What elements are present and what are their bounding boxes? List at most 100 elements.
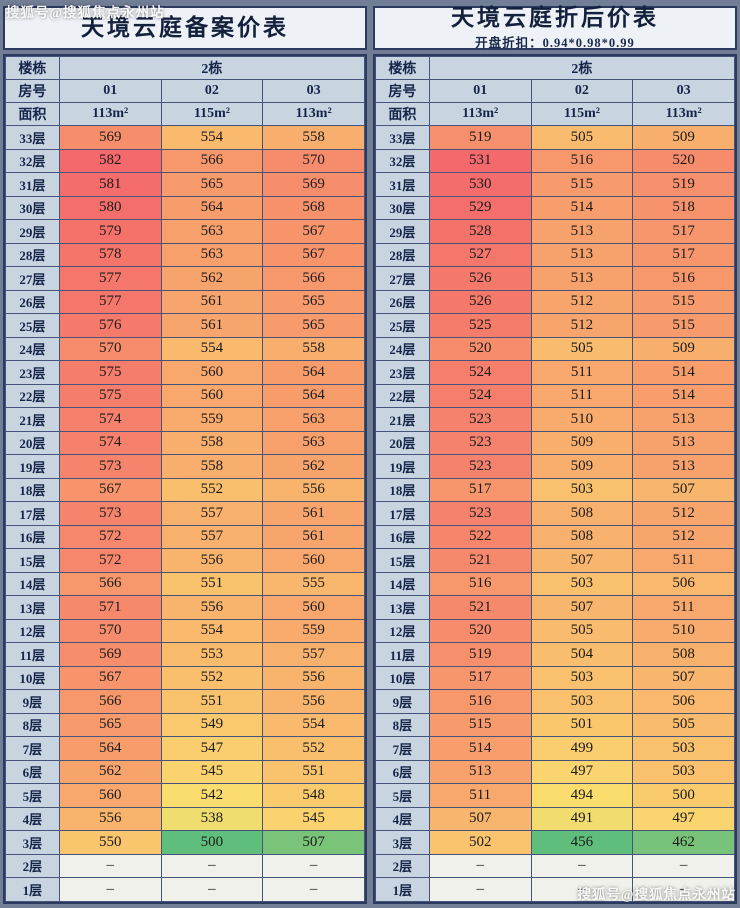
floor-label: 5层 (5, 783, 60, 808)
price-cell: 512 (530, 313, 634, 338)
building-value: 2栋 (58, 56, 366, 80)
price-cell: 561 (262, 501, 365, 526)
price-cell: 505 (530, 618, 634, 643)
table-row: 16层 572 557 561 (5, 524, 365, 549)
price-cell: 521 (428, 548, 532, 573)
price-cell: 516 (428, 689, 532, 714)
price-cell: 566 (58, 571, 162, 596)
floor-label: 13层 (375, 595, 430, 620)
price-cell: 512 (632, 524, 735, 549)
price-cell: 573 (58, 501, 162, 526)
price-cell: 542 (160, 783, 264, 808)
floor-label: 29层 (375, 219, 430, 244)
floor-label: 8层 (375, 712, 430, 737)
table-row: 29层 579 563 567 (5, 219, 365, 244)
table-row: 31层 581 565 569 (5, 172, 365, 197)
table-row: 8层 515 501 505 (375, 712, 735, 737)
price-cell: 497 (530, 759, 634, 784)
price-cell: – (428, 853, 532, 878)
table-row: 24层 520 505 509 (375, 336, 735, 361)
room-number: 01 (58, 79, 162, 103)
listed-price-title-box: 天境云庭备案价表 (3, 6, 367, 50)
table-row: 31层 530 515 519 (375, 172, 735, 197)
floor-label: 3层 (5, 830, 60, 855)
table-row: 19层 523 509 513 (375, 454, 735, 479)
area-value: 113m² (58, 102, 162, 126)
table-row: 16层 522 508 512 (375, 524, 735, 549)
price-cell: – (160, 877, 264, 902)
area-value: 113m² (428, 102, 532, 126)
floor-label: 4层 (5, 806, 60, 831)
price-cell: 491 (530, 806, 634, 831)
floor-label: 3层 (375, 830, 430, 855)
price-cell: 569 (262, 172, 365, 197)
table-row: 13层 521 507 511 (375, 595, 735, 620)
price-cell: 567 (58, 665, 162, 690)
price-cell: 538 (160, 806, 264, 831)
area-value: 113m² (632, 102, 735, 126)
price-cell: 560 (262, 595, 365, 620)
price-cell: 551 (262, 759, 365, 784)
price-cell: 516 (428, 571, 532, 596)
price-cell: 564 (262, 383, 365, 408)
price-cell: 575 (58, 360, 162, 385)
price-cell: 562 (160, 266, 264, 291)
price-cell: 508 (530, 501, 634, 526)
price-cell: 509 (530, 430, 634, 455)
price-cell: 462 (632, 830, 735, 855)
floor-label: 7层 (5, 736, 60, 761)
price-cell: 507 (428, 806, 532, 831)
discount-price-title-box: 天境云庭折后价表 开盘折扣：0.94*0.98*0.99 (373, 5, 737, 50)
price-cell: 517 (632, 242, 735, 267)
floor-label: 24层 (5, 336, 60, 361)
price-cell: 519 (428, 125, 532, 150)
price-cell: 558 (262, 125, 365, 150)
floor-label: 18层 (375, 477, 430, 502)
table-row: 2层 – – – (5, 853, 365, 878)
table-row: 11层 519 504 508 (375, 642, 735, 667)
table-row: 20层 523 509 513 (375, 430, 735, 455)
price-cell: 509 (632, 336, 735, 361)
price-cell: 551 (160, 571, 264, 596)
table-row: 25层 576 561 565 (5, 313, 365, 338)
table-row: 13层 571 556 560 (5, 595, 365, 620)
price-cell: 502 (428, 830, 532, 855)
price-cell: 517 (632, 219, 735, 244)
table-row: 18层 517 503 507 (375, 477, 735, 502)
table-row: 15层 521 507 511 (375, 548, 735, 573)
table-row: 33层 519 505 509 (375, 125, 735, 150)
floor-label: 14层 (375, 571, 430, 596)
price-cell: 512 (632, 501, 735, 526)
floor-label: 23层 (375, 360, 430, 385)
price-cell: 531 (428, 148, 532, 173)
price-cell: 513 (632, 407, 735, 432)
floor-label: 26层 (5, 289, 60, 314)
room-number: 01 (428, 79, 532, 103)
table-row: 5层 560 542 548 (5, 783, 365, 808)
price-cell: 507 (632, 477, 735, 502)
floor-label: 6层 (375, 759, 430, 784)
price-cell: 517 (428, 665, 532, 690)
table-row: 22层 575 560 564 (5, 383, 365, 408)
floor-label: 26层 (375, 289, 430, 314)
price-cell: 503 (632, 736, 735, 761)
table-row: 20层 574 558 563 (5, 430, 365, 455)
table-row: 18层 567 552 556 (5, 477, 365, 502)
price-cell: 581 (58, 172, 162, 197)
table-row: 5层 511 494 500 (375, 783, 735, 808)
floor-label: 10层 (5, 665, 60, 690)
price-cell: 520 (428, 336, 532, 361)
table-row: 24层 570 554 558 (5, 336, 365, 361)
table-row: 27层 577 562 566 (5, 266, 365, 291)
price-cell: 569 (58, 125, 162, 150)
price-cell: 550 (58, 830, 162, 855)
price-cell: 563 (262, 407, 365, 432)
table-row: 17层 573 557 561 (5, 501, 365, 526)
table-row: 32层 582 566 570 (5, 148, 365, 173)
table-row: 32层 531 516 520 (375, 148, 735, 173)
price-cell: 511 (530, 360, 634, 385)
table-row: 4层 507 491 497 (375, 806, 735, 831)
floor-label: 2层 (375, 853, 430, 878)
floor-label: 30层 (375, 195, 430, 220)
price-cell: 563 (160, 219, 264, 244)
